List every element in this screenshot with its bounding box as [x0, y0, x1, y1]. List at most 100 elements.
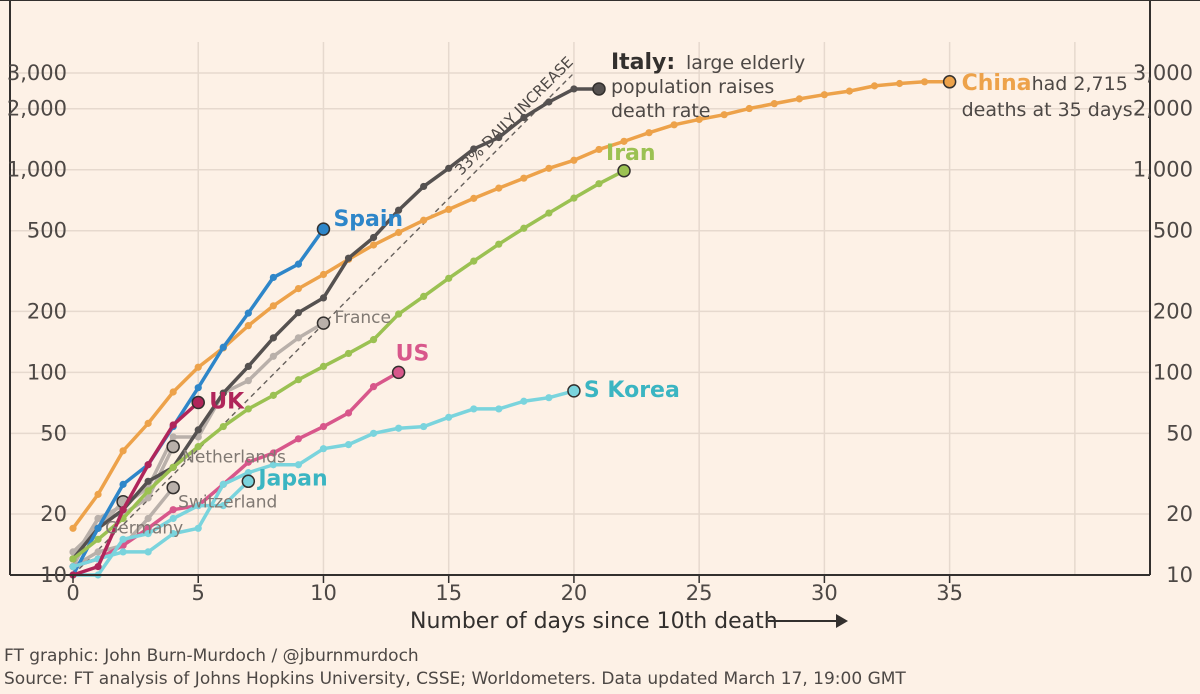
point-china	[695, 115, 703, 124]
point-italy	[420, 182, 428, 191]
y-tick-label-left: 2,000	[7, 97, 67, 121]
x-tick-label: 35	[936, 581, 963, 605]
point-france	[316, 316, 331, 330]
series-line-uk	[71, 400, 200, 577]
label-s-korea: S Korea	[584, 378, 680, 403]
point-s-korea	[319, 445, 328, 453]
y-tick-label-right: 50	[1166, 421, 1193, 445]
series-line-japan	[71, 479, 251, 577]
y-tick-label-right: 1,000	[1133, 158, 1193, 182]
y-tick-label-right: 100	[1153, 360, 1193, 384]
point-switzerland	[166, 480, 180, 495]
point-s-korea	[567, 384, 581, 398]
x-tick-label: 10	[310, 581, 337, 605]
point-italy	[495, 133, 503, 142]
point-china	[69, 524, 77, 532]
point-spain	[219, 343, 227, 351]
point-switzerland	[144, 514, 152, 523]
point-china	[244, 322, 252, 330]
y-tick-label-left: 500	[27, 219, 67, 243]
point-iran	[395, 310, 403, 318]
point-italy	[144, 477, 152, 485]
label-spain: Spain	[333, 207, 403, 232]
point-italy	[470, 145, 478, 153]
label-iran: Iran	[606, 141, 656, 166]
point-iran	[344, 349, 353, 358]
point-france	[244, 377, 252, 385]
x-tick-label: 5	[192, 581, 205, 605]
point-us	[319, 422, 328, 431]
y-tick-label-left: 200	[27, 299, 67, 323]
point-italy	[592, 82, 606, 96]
y-tick-label-left: 3,000	[7, 61, 67, 85]
label-us: US	[396, 341, 430, 366]
point-spain	[244, 309, 252, 317]
point-s-korea	[520, 397, 528, 405]
point-china	[595, 145, 603, 154]
point-italy	[244, 362, 252, 370]
point-s-korea	[144, 548, 152, 556]
x-tick-label: 30	[811, 581, 838, 605]
point-japan	[119, 535, 127, 543]
series-iran	[69, 164, 631, 563]
y-tick-label-left: 50	[40, 421, 67, 445]
point-france	[269, 352, 277, 360]
point-us	[244, 458, 252, 466]
label-japan: Japan	[256, 466, 327, 491]
point-iran	[319, 362, 328, 370]
point-iran	[219, 422, 227, 431]
point-uk	[169, 421, 177, 429]
point-japan	[144, 530, 152, 538]
point-china	[369, 241, 378, 249]
point-china	[119, 447, 127, 455]
point-s-korea	[119, 548, 127, 556]
point-uk	[144, 461, 152, 469]
point-netherlands	[144, 494, 152, 502]
point-iran	[369, 336, 378, 344]
point-china	[942, 75, 957, 89]
y-tick-label-left: 20	[40, 502, 67, 526]
point-china	[895, 79, 904, 88]
point-italy	[520, 113, 528, 122]
point-iran	[144, 487, 152, 495]
point-switzerland	[94, 548, 102, 556]
point-s-korea	[244, 469, 252, 477]
y-tick-label-right: 2,000	[1133, 97, 1193, 121]
point-spain	[294, 260, 303, 268]
point-s-korea	[294, 461, 303, 469]
point-s-korea	[470, 405, 478, 413]
point-china	[720, 111, 728, 119]
point-us	[369, 383, 378, 391]
point-france	[169, 433, 177, 441]
point-china	[445, 205, 453, 213]
label-uk: UK	[209, 389, 245, 414]
point-spain	[194, 384, 202, 392]
point-italy	[319, 294, 328, 302]
point-s-korea	[369, 429, 378, 437]
point-japan	[194, 502, 202, 510]
series-line-us	[71, 370, 401, 569]
point-s-korea	[69, 563, 77, 571]
point-s-korea	[219, 480, 227, 488]
point-spain	[119, 480, 127, 488]
point-s-korea	[420, 422, 428, 431]
point-us	[344, 409, 353, 417]
point-china	[319, 270, 328, 279]
point-iran	[294, 376, 303, 384]
point-us	[144, 524, 152, 532]
point-china	[194, 363, 202, 371]
point-germany	[69, 548, 77, 556]
point-us	[294, 435, 303, 443]
point-netherlands	[166, 439, 180, 454]
y-tick-label-right: 10	[1166, 563, 1193, 587]
point-china	[545, 164, 553, 172]
point-us	[269, 449, 277, 457]
point-china	[94, 490, 102, 498]
point-italy	[445, 164, 453, 172]
point-china	[495, 184, 503, 192]
point-spain	[316, 222, 331, 236]
point-china	[169, 388, 177, 396]
point-s-korea	[169, 530, 177, 538]
series-line-italy	[71, 87, 601, 561]
